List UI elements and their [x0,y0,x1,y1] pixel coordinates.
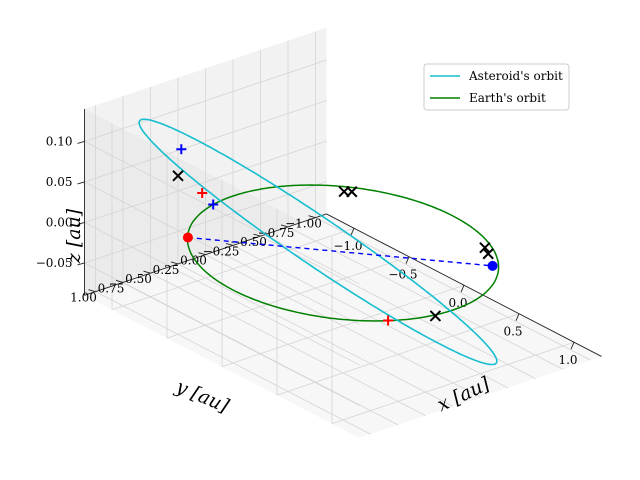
black-x-4-marker [346,186,358,198]
red-cross-2-marker [383,315,394,326]
y-tick-label: −1.00 [285,217,322,231]
blue-cross-2-marker [208,199,219,210]
z-tick-label: −0.05 [36,256,73,270]
grid-z-ywall [84,141,360,285]
grid-y-floor [122,282,399,426]
legend-box [423,63,570,111]
y-tick-mark [143,270,151,274]
black-x-2-marker [429,310,442,322]
x-tick-mark [460,285,465,293]
red-cross-1-marker [197,187,208,198]
x-tick-mark [515,313,520,321]
x-tick-label: 1.0 [558,353,577,367]
grid-y-floor [205,254,481,398]
asteroid-position-marker [487,260,498,271]
legend: Asteroid's orbit Earth's orbit [423,63,570,111]
grid-z-ywall [84,222,360,366]
y-tick-mark [115,279,124,283]
z-tick-mark [77,262,85,266]
grid-y-floor [260,235,536,380]
z-axis-label: z [au] [63,208,85,264]
grid-lines [84,31,591,435]
asteroid-orbit-line [138,118,498,366]
earth-asteroid-connector [187,236,493,267]
z-tick-label: 0.00 [46,215,73,229]
y-tick-mark [88,289,96,293]
grid-z-xwall [84,59,327,142]
z-tick-label: 0.10 [46,134,73,148]
grid-z-xwall [84,100,327,183]
y-tick-label: −0.75 [258,226,295,240]
black-x-5-marker [479,242,491,254]
legend-label-asteroid: Asteroid's orbit [468,69,563,83]
x-tick-mark [405,256,410,264]
y-tick-mark [170,261,179,265]
y-tick-mark [308,215,316,219]
grid-y-floor [232,245,509,389]
grid-z-xwall [84,181,327,264]
x-tick-mark [570,342,575,350]
y-tick-label: 1.00 [70,291,97,305]
y-tick-mark [280,224,289,228]
z-tick-label: 0.05 [46,175,73,189]
z-tick-mark [77,181,85,185]
x-tick-mark [350,228,355,236]
grid-y-floor [177,263,454,407]
grid-z-ywall [84,181,360,325]
black-x-1-marker [172,170,184,182]
x-tick-label: −1.0 [333,239,362,253]
grid-z-ywall [84,262,360,406]
y-tick-label: 0.25 [153,263,180,277]
y-tick-label: −0.50 [230,235,267,249]
grid-y-floor [150,272,426,417]
y-axis-label: y [au] [172,375,233,417]
z-tick-mark [77,222,85,225]
blue-cross-1-marker [176,144,187,155]
x-tick-label: −0.5 [388,268,417,282]
y-tick-mark [198,252,206,256]
y-tick-mark [225,242,234,246]
y-tick-label: −0.25 [203,244,240,258]
grid-y-floor [315,217,591,361]
point-markers [172,144,498,326]
z-tick-mark [77,141,85,144]
grid-y-floor [95,291,371,435]
x-tick-label: 0.5 [503,325,522,339]
grid-z-xwall [84,140,327,223]
black-x-6-marker [482,248,494,260]
y-tick-label: 0.75 [98,281,125,295]
y-tick-label: 0.00 [180,254,207,268]
y-tick-label: 0.50 [125,272,152,286]
y-tick-mark [253,233,261,237]
earth-position-marker [182,232,193,243]
legend-label-earth: Earth's orbit [469,91,546,105]
